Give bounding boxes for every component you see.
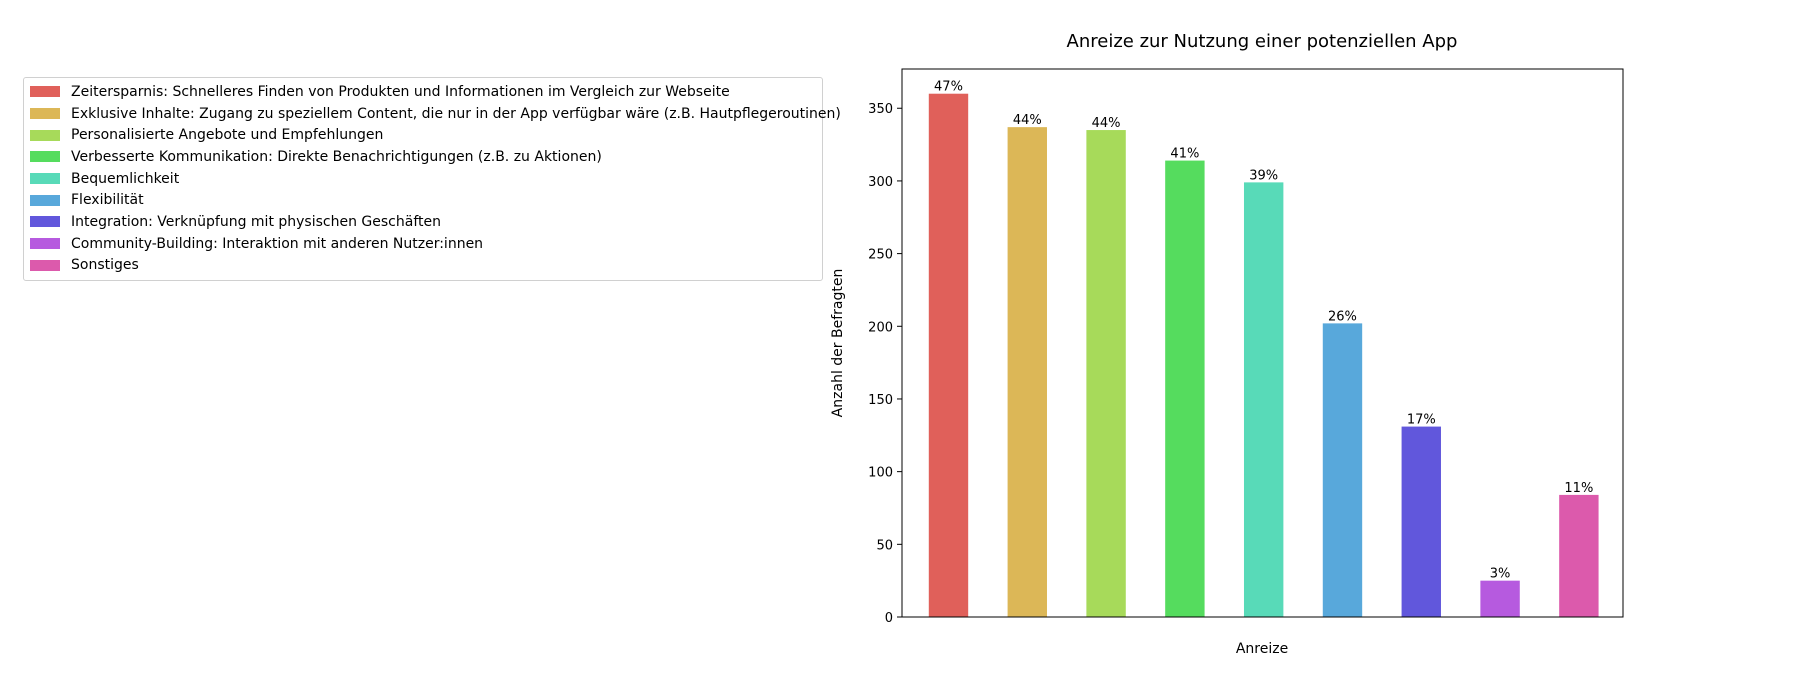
data-label: 3% — [1490, 567, 1511, 582]
data-label: 11% — [1564, 481, 1593, 496]
legend-label: Zeitersparnis: Schnelleres Finden von Pr… — [71, 83, 730, 100]
legend-item: Zeitersparnis: Schnelleres Finden von Pr… — [30, 81, 814, 103]
bar — [1322, 323, 1363, 617]
legend-label: Community-Building: Interaktion mit ande… — [71, 235, 484, 252]
legend-label: Personalisierte Angebote und Empfehlunge… — [71, 127, 384, 144]
bar — [1086, 130, 1126, 617]
legend-label: Verbesserte Kommunikation: Direkte Benac… — [71, 148, 602, 165]
legend-swatch — [30, 86, 60, 98]
legend-item: Verbesserte Kommunikation: Direkte Benac… — [30, 146, 814, 168]
chart-legend: Zeitersparnis: Schnelleres Finden von Pr… — [23, 77, 841, 282]
x-axis-label: Anreize — [1236, 641, 1288, 657]
data-label: 26% — [1328, 309, 1357, 324]
bar — [1165, 160, 1205, 617]
y-tick-label: 250 — [868, 248, 893, 263]
bar — [1559, 494, 1599, 617]
y-axis-label: Anzahl der Befragten — [830, 269, 846, 418]
bar — [1007, 127, 1047, 617]
legend-swatch — [30, 151, 60, 163]
legend-swatch — [30, 129, 60, 141]
plot-frame — [901, 68, 1624, 618]
data-label: 39% — [1249, 168, 1278, 183]
legend-swatch — [30, 216, 60, 228]
bar — [1401, 426, 1441, 617]
y-tick-label: 300 — [868, 175, 893, 190]
legend-item: Sonstiges — [30, 255, 814, 277]
y-tick-label: 150 — [868, 393, 893, 408]
y-tick-label: 50 — [876, 538, 893, 553]
legend-swatch — [30, 173, 60, 185]
legend-label: Flexibilität — [71, 192, 144, 209]
legend-item: Community-Building: Interaktion mit ande… — [30, 233, 814, 255]
legend-item: Integration: Verknüpfung mit physischen … — [30, 211, 814, 233]
legend-item: Exklusive Inhalte: Zugang zu speziellem … — [30, 103, 841, 125]
data-label: 44% — [1013, 113, 1042, 128]
legend-swatch — [30, 259, 60, 271]
legend-item: Bequemlichkeit — [30, 168, 814, 190]
chart-title: Anreize zur Nutzung einer potenziellen A… — [1067, 31, 1458, 52]
legend-swatch — [30, 108, 60, 120]
bar — [1243, 182, 1284, 617]
legend-item: Personalisierte Angebote und Empfehlunge… — [30, 124, 814, 146]
legend-label: Bequemlichkeit — [71, 170, 180, 187]
y-tick-label: 350 — [868, 102, 893, 117]
y-tick-label: 200 — [868, 320, 893, 335]
data-label: 17% — [1407, 413, 1436, 428]
legend-swatch — [30, 238, 60, 250]
y-tick-label: 100 — [868, 466, 893, 481]
legend-label: Sonstiges — [71, 257, 139, 274]
data-label: 47% — [934, 80, 963, 95]
bar — [1480, 580, 1520, 617]
legend-label: Exklusive Inhalte: Zugang zu speziellem … — [71, 105, 841, 122]
legend-swatch — [30, 194, 60, 206]
data-label: 44% — [1092, 116, 1121, 131]
data-label: 41% — [1170, 147, 1199, 162]
y-tick-label: 0 — [885, 611, 893, 626]
bar — [928, 93, 969, 617]
legend-item: Flexibilität — [30, 189, 814, 211]
legend-label: Integration: Verknüpfung mit physischen … — [71, 213, 441, 230]
